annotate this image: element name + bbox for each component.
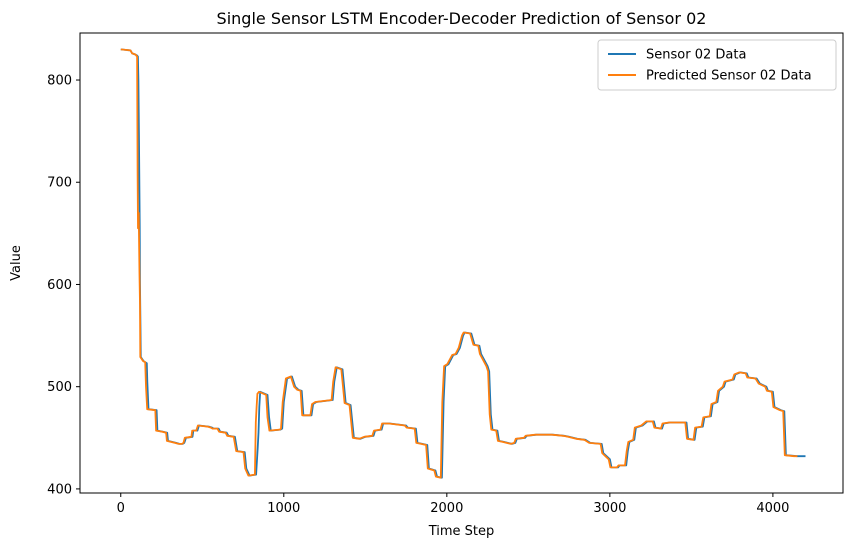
- y-tick-label: 400: [47, 482, 72, 497]
- legend-label-2: Predicted Sensor 02 Data: [646, 69, 812, 84]
- y-axis-label: Value: [9, 245, 24, 281]
- x-tick-label: 4000: [756, 501, 789, 516]
- x-tick-label: 1000: [267, 501, 300, 516]
- series-line-1: [120, 48, 806, 479]
- y-tick-label: 600: [47, 278, 72, 293]
- plot-series-group: [120, 48, 806, 479]
- x-axis-ticks: 0 1000 2000 3000 4000: [117, 493, 789, 516]
- y-tick-label: 700: [47, 176, 72, 191]
- y-axis-ticks: 400 500 600 700 800: [47, 74, 80, 497]
- plot-frame: [79, 32, 844, 494]
- series-line-2: [120, 48, 798, 479]
- x-tick-label: 0: [117, 501, 125, 516]
- x-tick-label: 2000: [430, 501, 463, 516]
- x-tick-label: 3000: [593, 501, 626, 516]
- x-axis-label: Time Step: [428, 524, 495, 539]
- legend-label-1: Sensor 02 Data: [646, 48, 746, 63]
- y-tick-label: 800: [47, 74, 72, 89]
- legend-box: [597, 39, 837, 91]
- y-tick-label: 500: [47, 380, 72, 395]
- chart-title: Single Sensor LSTM Encoder-Decoder Predi…: [217, 9, 707, 28]
- legend: Sensor 02 Data Predicted Sensor 02 Data: [597, 39, 837, 91]
